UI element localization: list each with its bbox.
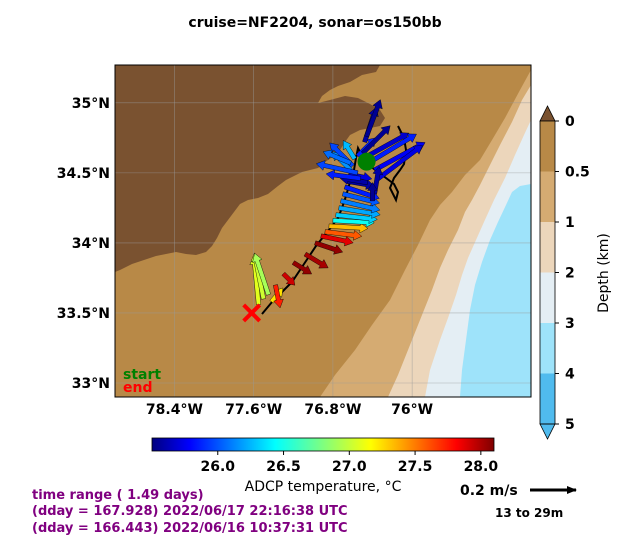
velocity-vector-5 xyxy=(281,271,296,286)
depth-colorbar-bottom-extend xyxy=(539,423,556,440)
depth-colorbar-tick-label: 1 xyxy=(565,215,575,231)
velocity-vector-2 xyxy=(252,252,271,296)
start-time-text: (dday = 166.443) 2022/06/16 10:37:31 UTC xyxy=(32,521,348,536)
start-label: start xyxy=(123,367,161,383)
lat-tick-label: 33.5°N xyxy=(57,306,110,322)
end-label: end xyxy=(123,380,152,396)
lat-tick-label: 35°N xyxy=(72,96,110,112)
depth-colorbar-label: Depth (km) xyxy=(596,233,612,313)
end-time-text: (dday = 167.928) 2022/06/17 22:16:38 UTC xyxy=(32,504,348,519)
velocity-vector-8 xyxy=(314,240,344,255)
map-area: start end xyxy=(115,65,531,397)
velocity-vector-4 xyxy=(273,284,284,309)
velocity-vector-34 xyxy=(315,160,359,176)
abyssal-zone xyxy=(460,184,531,397)
depth-colorbar-segment-4 xyxy=(540,323,555,374)
lat-tick-label: 34°N xyxy=(72,236,110,252)
depth-colorbar-tick-label: 4 xyxy=(565,367,575,383)
plot-title: cruise=NF2204, sonar=os150bb xyxy=(188,15,441,31)
velocity-vector-6 xyxy=(291,260,313,275)
depth-colorbar-tick-label: 3 xyxy=(565,316,575,332)
lon-tick-label: 76.8°W xyxy=(304,402,361,418)
depth-colorbar-tick-label: 0 xyxy=(565,114,575,130)
velocity-vector-25 xyxy=(360,125,391,156)
velocity-vector-14 xyxy=(338,205,381,219)
velocity-vectors xyxy=(249,99,426,309)
end-marker xyxy=(242,303,262,323)
depth-colorbar-tick-label: 5 xyxy=(565,417,575,433)
temp-colorbar-tick-label: 27.0 xyxy=(332,459,367,475)
lon-tick-label: 76°W xyxy=(391,402,433,418)
depth-colorbar-segment-3 xyxy=(540,272,555,323)
lon-tick-label: 78.4°W xyxy=(146,402,203,418)
map-tick-labels: 78.4°W 77.6°W 76.8°W 76°W 35°N 34.5°N 34°N 33.5… xyxy=(57,96,433,418)
velocity-vector-22 xyxy=(322,149,352,166)
lon-tick-label: 77.6°W xyxy=(225,402,282,418)
temp-colorbar-tick-label: 26.0 xyxy=(200,459,235,475)
start-marker xyxy=(357,152,376,171)
depth-colorbar-segment-1 xyxy=(540,171,555,222)
depth-colorbar-segment-5 xyxy=(540,373,555,424)
velocity-vector-9 xyxy=(320,233,354,247)
depth-colorbar-segment-0 xyxy=(540,121,555,172)
temperature-colorbar-label: ADCP temperature, °C xyxy=(245,479,402,495)
graticule xyxy=(115,65,531,397)
scale-label: 0.2 m/s xyxy=(460,483,518,499)
depth-colorbar-tick-label: 0.5 xyxy=(565,165,590,181)
temperature-colorbar xyxy=(151,437,495,452)
temp-colorbar-tick-label: 28.0 xyxy=(464,459,499,475)
ship-track xyxy=(261,125,408,315)
depth-colorbar-top-extend xyxy=(539,105,556,122)
velocity-vector-15 xyxy=(340,198,381,214)
depth-colorbar-tick-label: 2 xyxy=(565,266,575,282)
temperature-colorbar-ticks: 26.0 26.5 27.0 27.5 28.0 xyxy=(200,451,498,475)
land xyxy=(115,65,385,272)
temp-colorbar-tick-label: 26.5 xyxy=(266,459,301,475)
lat-tick-label: 34.5°N xyxy=(57,166,110,182)
velocity-vector-23 xyxy=(343,140,357,161)
velocity-vector-36 xyxy=(364,99,383,138)
velocity-vector-27 xyxy=(369,133,417,164)
lat-tick-label: 33°N xyxy=(72,376,110,392)
time-range-text: time range ( 1.49 days) xyxy=(32,488,204,503)
scale-depth-range: 13 to 29m xyxy=(495,506,563,520)
depth-colorbar-segment-2 xyxy=(540,222,555,273)
velocity-vector-11 xyxy=(328,222,369,234)
depth-colorbar: 0 0.5 1 2 3 4 5 xyxy=(539,105,590,440)
velocity-vector-31 xyxy=(367,182,378,202)
velocity-vector-33 xyxy=(325,169,362,181)
velocity-vector-16 xyxy=(342,191,380,207)
map-frame xyxy=(114,64,532,398)
velocity-vector-7 xyxy=(303,251,329,269)
temp-colorbar-tick-label: 27.5 xyxy=(398,459,433,475)
velocity-vector-10 xyxy=(324,229,363,241)
